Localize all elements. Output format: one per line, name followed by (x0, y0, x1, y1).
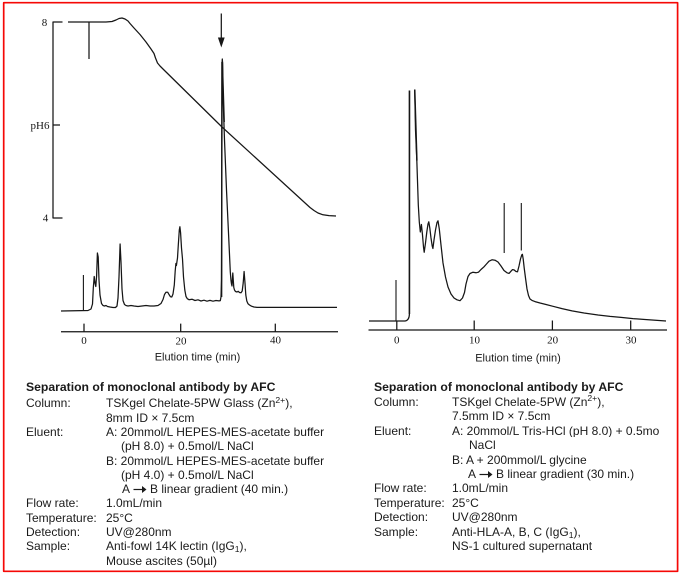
svg-text:0: 0 (394, 335, 400, 347)
svg-text:30: 30 (626, 335, 638, 347)
svg-text:40: 40 (270, 335, 282, 347)
svg-text:20: 20 (176, 336, 188, 348)
svg-text:8: 8 (42, 17, 48, 29)
svg-text:4: 4 (43, 212, 49, 224)
svg-text:Elution time (min): Elution time (min) (155, 352, 241, 364)
svg-text:0: 0 (81, 335, 87, 347)
svg-text:20: 20 (547, 335, 559, 347)
svg-text:pH6: pH6 (31, 120, 50, 132)
svg-text:10: 10 (469, 335, 481, 347)
svg-text:Elution time (min): Elution time (min) (475, 353, 561, 365)
